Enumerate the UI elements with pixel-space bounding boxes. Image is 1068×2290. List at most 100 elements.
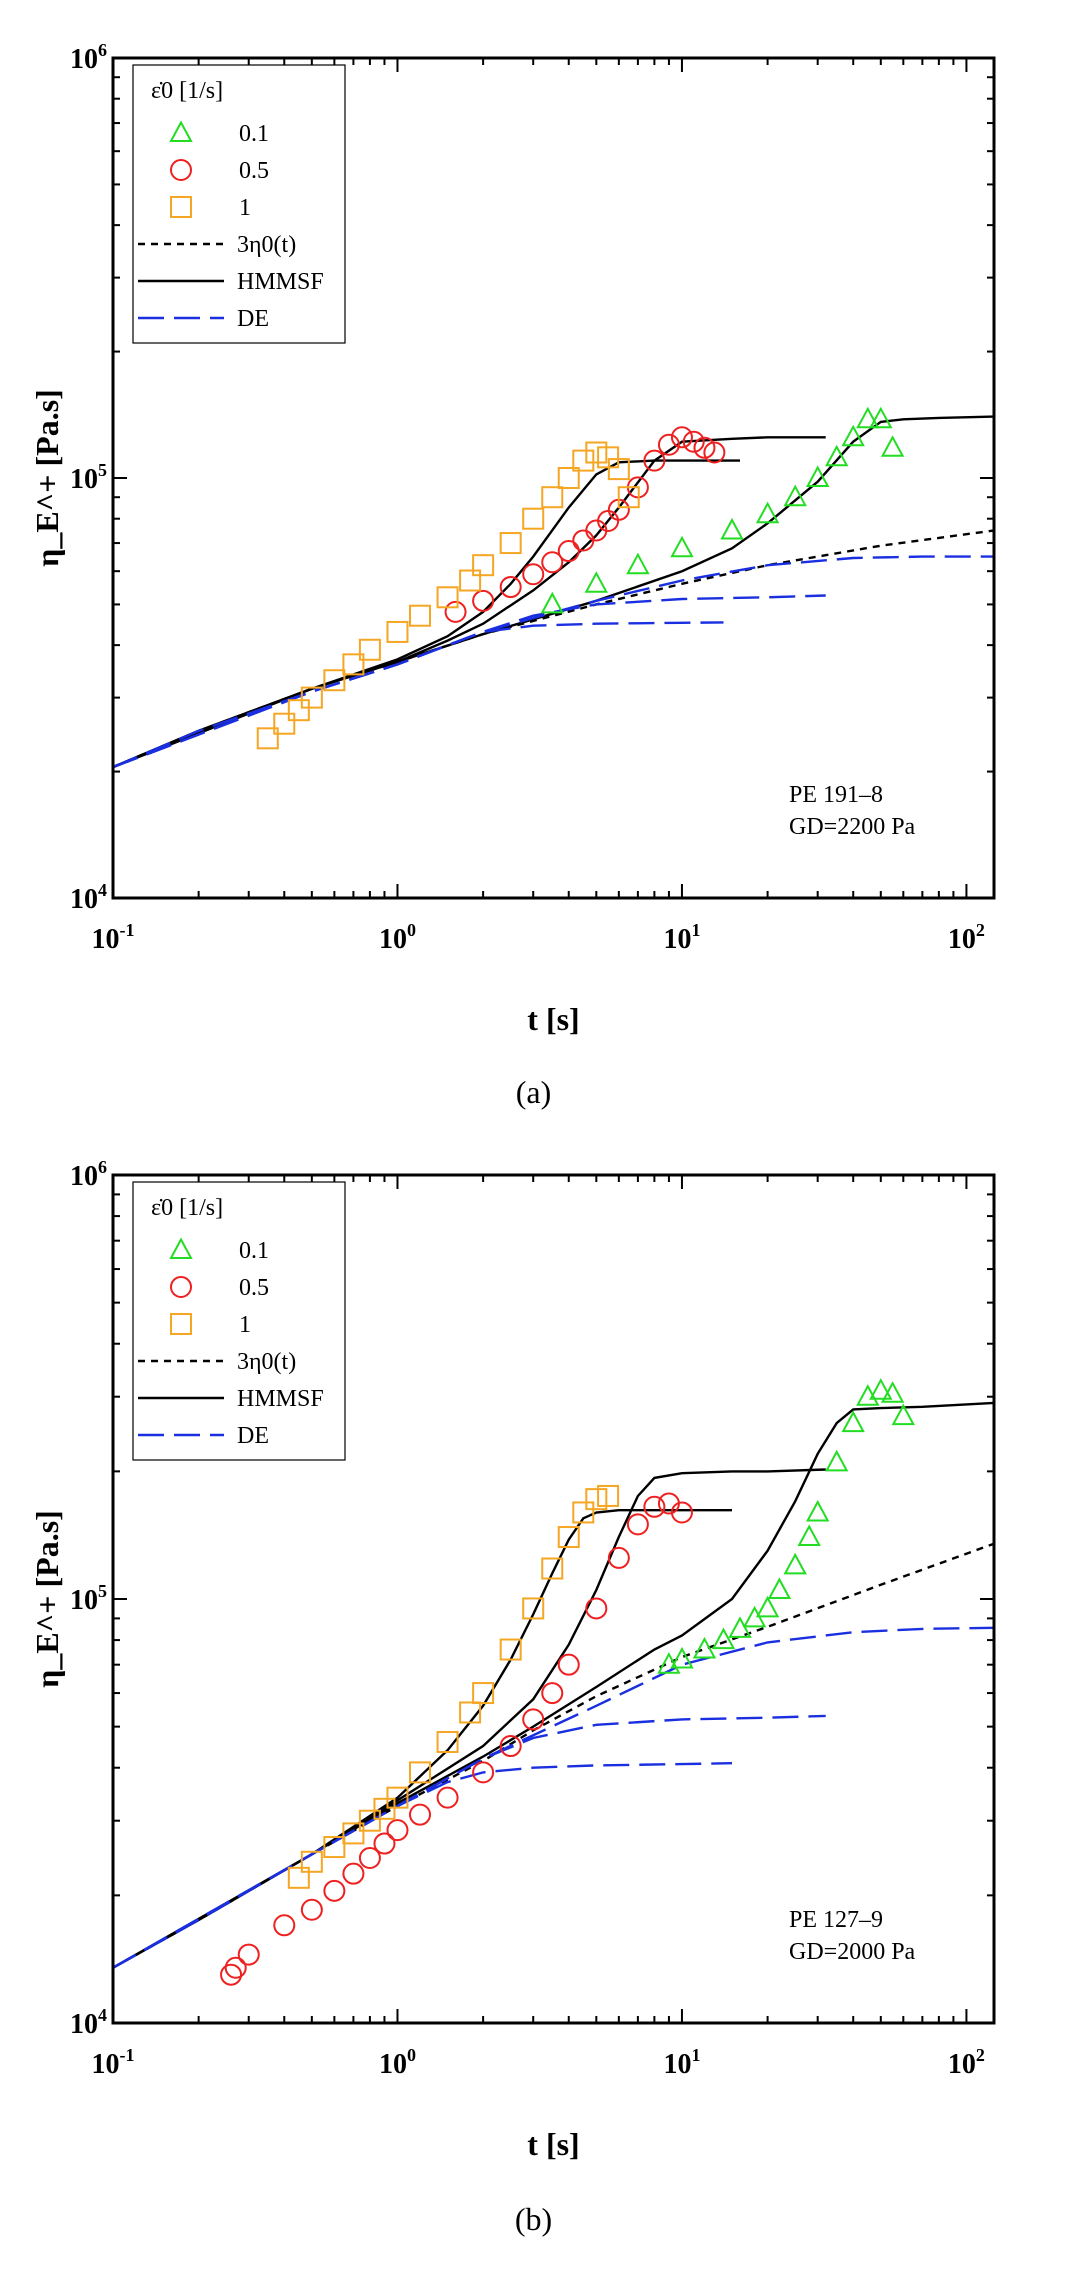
legend-box: [132, 64, 346, 344]
data-point-circle: [472, 589, 495, 612]
data-point-circle: [358, 1846, 381, 1869]
panel-caption: (a): [516, 1074, 552, 1110]
x-tick-label: 101: [663, 2045, 700, 2080]
legend: ε̇0 [1/s] 0.1 0.5 1 3η0(t) HMMSF DE: [132, 1181, 346, 1461]
data-point-circle: [342, 1862, 365, 1885]
data-point-square: [499, 1638, 522, 1661]
data-point-circle: [607, 1546, 630, 1569]
data-point-circle: [273, 1914, 296, 1937]
data-point-square: [557, 1526, 580, 1549]
data-point-square: [358, 1809, 381, 1832]
series-line-de: [113, 1626, 994, 1969]
series-line-hmmsf: [113, 436, 826, 769]
data-point-circle: [682, 430, 705, 453]
chart-panel-b: 10-1 100 101 102 104 105 106 ε̇0 [1/s] 0.1 0.5 1 3η…: [29, 1157, 996, 2237]
data-point-circle: [657, 433, 680, 456]
data-point-triangle: [670, 1646, 694, 1669]
data-point-square: [300, 1850, 323, 1873]
series-line-3η0(t): [113, 1542, 994, 1969]
x-tick-label: 100: [379, 2045, 416, 2080]
legend-label: DE: [237, 1423, 269, 1449]
series-line-de: [113, 555, 994, 769]
data-point-square: [342, 1822, 365, 1845]
data-point-triangle: [692, 1636, 717, 1659]
data-point-triangle: [880, 435, 905, 457]
series-line-3η0(t): [113, 529, 994, 769]
data-point-square: [472, 1682, 495, 1705]
annotation-text: GD=2000 Pa: [789, 1939, 916, 1965]
data-point-triangle: [806, 465, 830, 487]
series-line-hmmsf: [113, 415, 994, 769]
data-point-square: [522, 1597, 545, 1620]
data-point-square: [409, 1761, 432, 1784]
data-point-circle: [373, 1832, 396, 1855]
data-point-square: [541, 1557, 564, 1580]
data-point-triangle: [670, 535, 694, 558]
annotation-text: PE 127–9: [789, 1907, 883, 1933]
data-point-triangle: [841, 424, 865, 447]
legend-title: ε̇0 [1/s]: [151, 78, 223, 104]
data-point-triangle: [869, 406, 893, 429]
series-line-hmmsf: [113, 459, 740, 769]
data-point-square: [499, 532, 522, 555]
data-point-triangle: [880, 1381, 905, 1403]
data-point-triangle: [626, 552, 650, 575]
data-point-triangle: [720, 517, 744, 540]
x-axis-label: t [s]: [527, 1001, 579, 1037]
data-point-square: [273, 712, 296, 735]
legend-marker-square: [170, 1313, 192, 1335]
data-point-triangle: [825, 1449, 849, 1472]
y-tick-label: 106: [70, 1157, 107, 1192]
data-point-circle: [585, 1597, 608, 1620]
data-point-square: [472, 554, 495, 577]
data-point-circle: [670, 426, 693, 449]
data-point-circle: [541, 1682, 564, 1705]
data-point-circle: [472, 1761, 495, 1784]
y-tick-label: 105: [70, 1581, 107, 1616]
data-point-square: [287, 1866, 310, 1889]
legend-label: DE: [237, 306, 269, 332]
data-point-square: [436, 1730, 459, 1753]
y-tick-label: 104: [70, 880, 107, 915]
data-point-circle: [237, 1943, 260, 1966]
data-point-square: [617, 486, 640, 509]
data-point-circle: [522, 563, 545, 586]
data-point-triangle: [584, 571, 608, 593]
legend-label: 0.5: [239, 1275, 269, 1301]
y-tick-label: 105: [70, 460, 107, 495]
data-point-triangle: [755, 501, 780, 524]
y-tick-label: 106: [70, 40, 107, 75]
legend-marker-square: [170, 196, 192, 218]
data-point-square: [300, 686, 323, 709]
data-point-square: [557, 467, 580, 489]
legend-label: 3η0(t): [237, 232, 296, 258]
x-tick-label: 10-1: [92, 2045, 135, 2080]
data-point-triangle: [540, 591, 564, 614]
chart-panel-a: 10-1 100 101 102 104 105 106 ε̇0 [1/s] 0.1 0.5 1 3η…: [29, 40, 996, 1110]
data-point-circle: [693, 436, 716, 459]
data-point-triangle: [797, 1524, 821, 1546]
data-point-circle: [499, 1735, 522, 1758]
x-tick-label: 100: [379, 920, 416, 955]
legend-label: HMMSF: [237, 269, 324, 295]
x-tick-label: 102: [948, 2045, 985, 2080]
data-point-square: [358, 638, 381, 661]
data-point-circle: [557, 540, 580, 563]
legend-label: 1: [239, 195, 251, 221]
data-point-circle: [224, 1956, 247, 1979]
legend-marker-triangle: [169, 1237, 193, 1259]
data-point-square: [323, 669, 346, 692]
data-point-square: [585, 441, 608, 464]
data-point-circle: [541, 551, 564, 574]
data-point-square: [572, 449, 595, 472]
data-point-square: [522, 507, 545, 530]
legend-label: 0.5: [239, 158, 269, 184]
data-point-triangle: [783, 484, 807, 507]
data-point-circle: [670, 1501, 693, 1524]
data-point-square: [541, 486, 564, 509]
panel-caption: (b): [515, 2201, 552, 2237]
data-point-circle: [643, 449, 666, 472]
plot-area: [113, 1378, 994, 1986]
legend-label: 3η0(t): [237, 1349, 296, 1375]
y-axis-label: η_E^+ [Pa.s]: [29, 389, 65, 567]
